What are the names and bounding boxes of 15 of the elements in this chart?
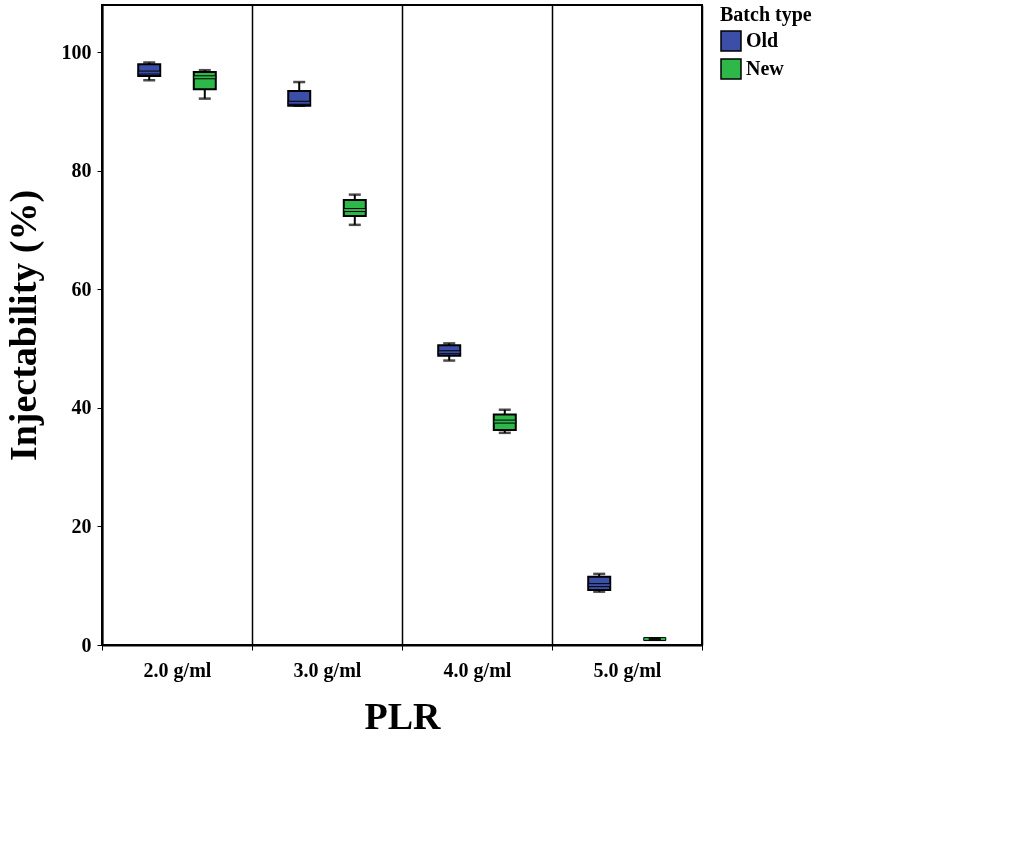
x-axis-title: PLR	[364, 694, 442, 737]
x-tick-label: 2.0 g/ml	[143, 658, 212, 682]
y-tick-label: 60	[71, 277, 92, 300]
legend-title: Batch type	[720, 3, 812, 26]
y-tick-label: 80	[71, 159, 92, 182]
y-tick-label: 40	[71, 396, 92, 419]
x-tick-label: 4.0 g/ml	[443, 658, 512, 682]
y-tick-label: 100	[61, 40, 92, 63]
y-tick-label: 0	[81, 633, 92, 656]
x-tick-label: 5.0 g/ml	[593, 658, 662, 682]
legend-label: New	[746, 57, 785, 79]
y-axis-title: Injectability (%)	[1, 189, 45, 462]
x-tick-label: 3.0 g/ml	[293, 658, 362, 682]
legend-label: Old	[746, 29, 779, 51]
y-tick-label: 20	[71, 514, 92, 537]
